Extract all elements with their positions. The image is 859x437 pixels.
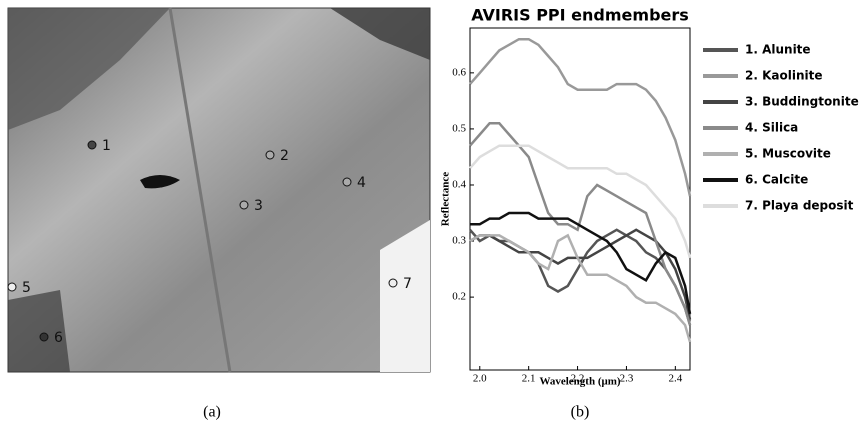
image-marker	[39, 332, 49, 342]
series-line	[470, 211, 692, 315]
marker-label: 1	[102, 138, 111, 154]
marker-label: 6	[54, 330, 63, 346]
marker-label: 4	[357, 175, 366, 191]
marker-label: 5	[22, 280, 31, 296]
series-line	[469, 233, 692, 343]
y-tick-label: 0.5	[452, 122, 466, 134]
x-tick-label: 2.0	[473, 373, 487, 385]
marker-label: 3	[254, 198, 263, 214]
x-axis-label: Wavelength (μm)	[539, 376, 620, 388]
marker-label: 7	[403, 276, 412, 292]
x-tick-label: 2.2	[571, 373, 585, 385]
legend-label: 3. Buddingtonite	[745, 95, 859, 109]
legend-label: 2. Kaolinite	[745, 69, 822, 83]
image-marker	[388, 278, 398, 288]
image-marker	[239, 200, 249, 210]
caption-a: (a)	[203, 404, 221, 421]
series-line	[469, 122, 692, 326]
caption-b: (b)	[571, 404, 590, 421]
y-tick-label: 0.3	[452, 235, 466, 247]
image-marker	[87, 140, 97, 150]
image-marker	[342, 177, 352, 187]
series-line	[469, 144, 692, 259]
chart-title: AVIRIS PPI endmembers	[471, 6, 689, 25]
plot-frame	[469, 27, 691, 371]
legend-label: 7. Playa deposit	[745, 199, 854, 213]
legend-label: 6. Calcite	[745, 173, 808, 187]
x-tick-label: 2.4	[668, 373, 682, 385]
legend-label: 5. Muscovite	[745, 147, 831, 161]
y-tick-label: 0.6	[452, 66, 466, 78]
satellite-image	[7, 7, 431, 373]
legend-label: 1. Alunite	[745, 43, 811, 57]
legend-label: 4. Silica	[745, 121, 798, 135]
y-tick-label: 0.4	[452, 179, 466, 191]
x-tick-label: 2.1	[522, 373, 536, 385]
y-axis-label: Reflectance	[440, 172, 452, 226]
marker-label: 2	[280, 148, 289, 164]
y-tick-label: 0.2	[452, 291, 466, 303]
image-marker	[7, 282, 17, 292]
series-line	[469, 37, 692, 197]
image-marker	[265, 150, 275, 160]
x-tick-label: 2.3	[620, 373, 634, 385]
